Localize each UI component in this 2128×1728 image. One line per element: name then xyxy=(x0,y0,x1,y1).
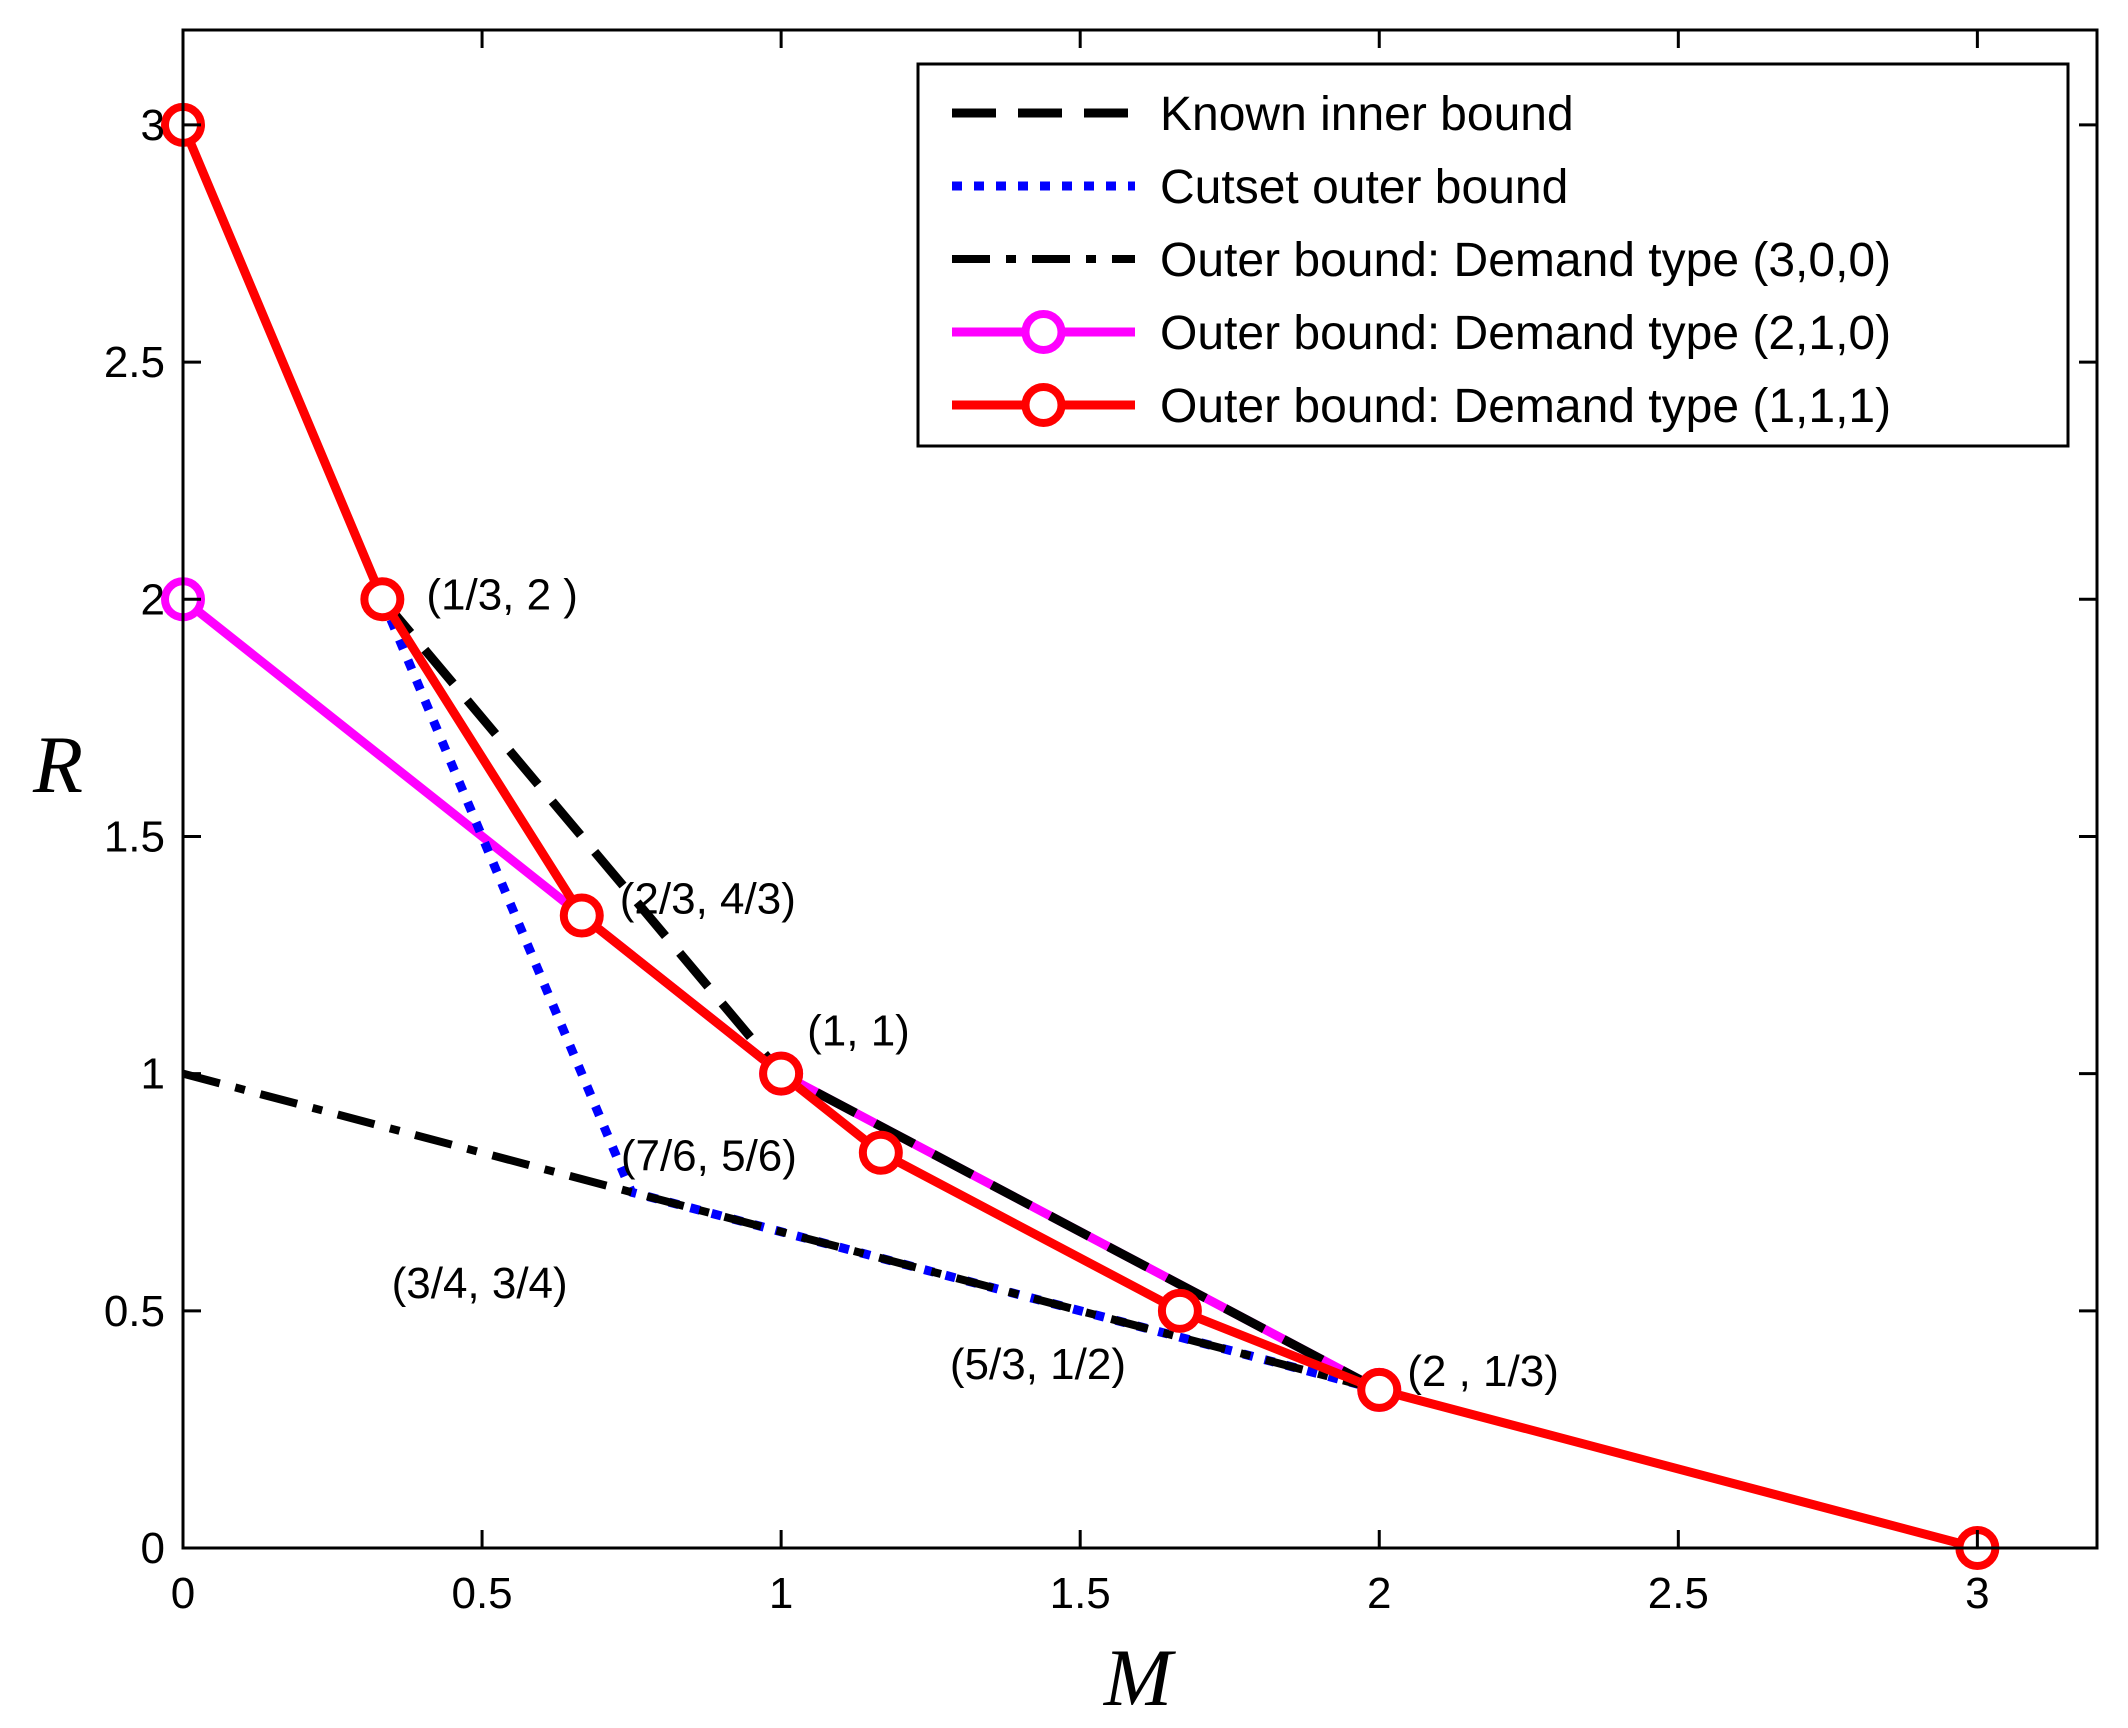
x-tick-label: 0.5 xyxy=(451,1569,512,1618)
legend-label: Outer bound: Demand type (1,1,1) xyxy=(1160,380,1891,433)
annotation-layer: (1/3, 2 ) (2/3, 4/3) (1, 1) (7/6, 5/6) (3/4,… xyxy=(392,570,1559,1396)
y-tick-label: 0 xyxy=(141,1524,165,1573)
legend-label: Outer bound: Demand type (2,1,0) xyxy=(1160,307,1891,360)
x-tick-label: 1.5 xyxy=(1050,1569,1111,1618)
marker-outer-bound-demand-type-1-1-1 xyxy=(360,577,405,622)
legend: Known inner bound Cutset outer bound Outer… xyxy=(916,62,2070,448)
tick-layer: 0 0.5 1 1.5 2 2.5 3 0 0.5 1 1.5 2 2.5 3 xyxy=(104,30,2097,1618)
legend-marker xyxy=(1021,383,1066,427)
legend-entry-cutset-outer-bound: Cutset outer bound xyxy=(952,161,1568,214)
y-tick-label: 1 xyxy=(141,1050,165,1099)
legend-marker xyxy=(1021,310,1066,354)
axes-layer xyxy=(181,28,2099,1550)
plot-frame xyxy=(181,28,2099,1550)
marker-outer-bound-demand-type-1-1-1 xyxy=(759,1051,804,1096)
legend-box xyxy=(916,62,2070,448)
x-tick-label: 3 xyxy=(1965,1569,1989,1618)
series-line-outer-bound-demand-type-1-1-1 xyxy=(178,123,1979,1553)
y-tick-label: 3 xyxy=(141,101,165,150)
x-tick-label: 0 xyxy=(171,1569,195,1618)
x-tick-label: 1 xyxy=(769,1569,793,1618)
y-tick-label: 2.5 xyxy=(104,338,165,387)
legend-label: Outer bound: Demand type (3,0,0) xyxy=(1160,234,1891,287)
annotation-label: (3/4, 3/4) xyxy=(392,1259,568,1308)
legend-label: Known inner bound xyxy=(1160,88,1574,141)
legend-entry-outer-bound-demand-type-1-1-1: Outer bound: Demand type (1,1,1) xyxy=(952,380,1891,433)
annotation-label: (5/3, 1/2) xyxy=(950,1340,1126,1389)
annotation-label: (7/6, 5/6) xyxy=(621,1132,797,1181)
legend-label: Cutset outer bound xyxy=(1160,161,1568,214)
marker-outer-bound-demand-type-1-1-1 xyxy=(559,893,604,938)
annotation-label: (1/3, 2 ) xyxy=(426,570,578,619)
marker-outer-bound-demand-type-1-1-1 xyxy=(858,1130,903,1175)
x-axis-title: M xyxy=(1103,1632,1177,1723)
y-tick-label: 0.5 xyxy=(104,1287,165,1336)
y-tick-label: 1.5 xyxy=(104,812,165,861)
annotation-label: (2/3, 4/3) xyxy=(620,875,796,924)
annotation-label: (2 , 1/3) xyxy=(1407,1347,1559,1396)
legend-entry-outer-bound-demand-type-3-0-0: Outer bound: Demand type (3,0,0) xyxy=(952,234,1891,287)
legend-entry-outer-bound-demand-type-2-1-0: Outer bound: Demand type (2,1,0) xyxy=(952,307,1891,360)
marker-outer-bound-demand-type-1-1-1 xyxy=(1157,1288,1202,1333)
x-tick-label: 2.5 xyxy=(1648,1569,1709,1618)
marker-outer-bound-demand-type-1-1-1 xyxy=(1357,1367,1402,1412)
y-tick-label: 2 xyxy=(141,575,165,624)
x-tick-label: 2 xyxy=(1367,1569,1391,1618)
y-axis-title: R xyxy=(32,719,83,810)
legend-entry-known-inner-bound: Known inner bound xyxy=(952,88,1574,141)
annotation-label: (1, 1) xyxy=(807,1007,910,1056)
